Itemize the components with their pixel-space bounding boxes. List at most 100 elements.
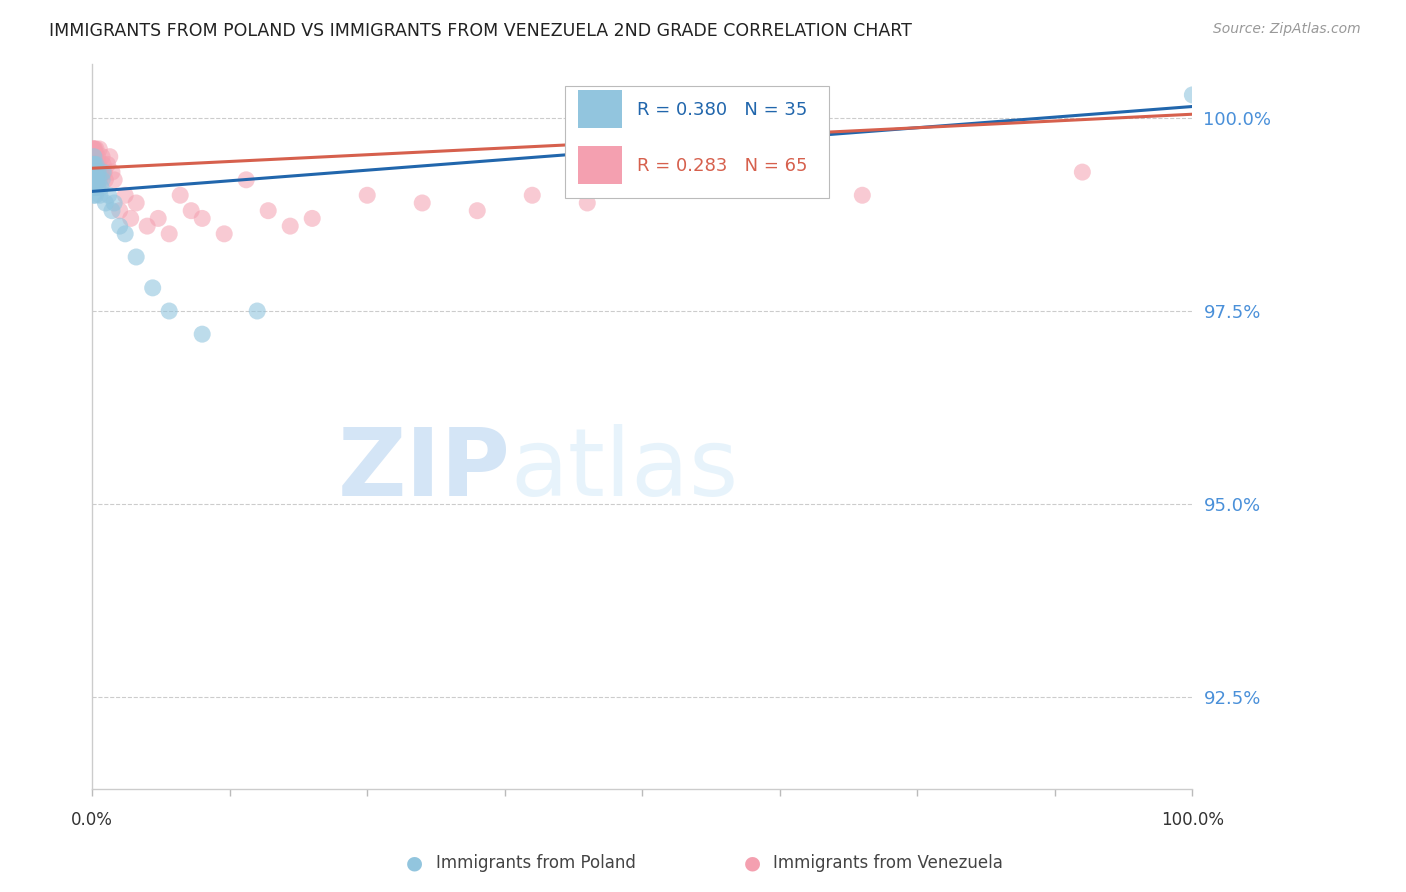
Point — [83, 173, 105, 187]
Text: ZIP: ZIP — [337, 425, 510, 516]
Point — [93, 165, 115, 179]
Point — [82, 165, 104, 179]
Point — [576, 196, 599, 211]
Text: atlas: atlas — [510, 425, 738, 516]
Point — [86, 180, 108, 194]
Point — [98, 150, 121, 164]
Point — [87, 165, 110, 179]
Point — [83, 150, 105, 164]
Point — [86, 150, 108, 164]
Point — [87, 173, 110, 187]
Point — [356, 188, 378, 202]
Point — [91, 150, 114, 164]
Point — [125, 196, 148, 211]
Point — [114, 188, 136, 202]
Point — [465, 203, 488, 218]
Point — [90, 165, 112, 179]
Point — [191, 327, 214, 342]
Text: Immigrants from Poland: Immigrants from Poland — [436, 855, 636, 872]
Point — [89, 188, 111, 202]
Point — [83, 180, 105, 194]
Point — [83, 173, 105, 187]
Point — [82, 157, 104, 171]
Point — [90, 180, 112, 194]
Point — [411, 196, 433, 211]
Text: 0.0%: 0.0% — [72, 811, 112, 829]
Text: ●: ● — [744, 854, 761, 873]
Point — [84, 157, 107, 171]
Point — [103, 173, 125, 187]
Point — [86, 173, 108, 187]
Point — [87, 157, 110, 171]
Point — [278, 219, 301, 234]
Text: Source: ZipAtlas.com: Source: ZipAtlas.com — [1213, 22, 1361, 37]
Point — [89, 173, 111, 187]
Bar — [565, 86, 830, 198]
Text: 100.0%: 100.0% — [1161, 811, 1223, 829]
Point — [83, 165, 105, 179]
Point — [86, 157, 108, 171]
Point — [120, 211, 142, 226]
Point — [91, 165, 114, 179]
Point — [157, 304, 180, 318]
Point — [82, 150, 104, 164]
Point — [82, 188, 104, 202]
Point — [84, 173, 107, 187]
Point — [82, 157, 104, 171]
Point — [101, 203, 124, 218]
Point — [86, 173, 108, 187]
Point — [97, 157, 120, 171]
Bar — [578, 146, 623, 184]
Point — [89, 142, 111, 156]
Point — [83, 157, 105, 171]
Point — [84, 165, 107, 179]
Point — [212, 227, 235, 241]
Point — [82, 142, 104, 156]
Point — [84, 150, 107, 164]
Point — [84, 142, 107, 156]
Point — [84, 165, 107, 179]
Point — [157, 227, 180, 241]
Point — [94, 173, 117, 187]
Point — [180, 203, 202, 218]
Point — [191, 211, 214, 226]
Point — [84, 188, 107, 202]
Point — [83, 142, 105, 156]
Point — [136, 219, 159, 234]
Point — [91, 173, 114, 187]
Point — [83, 150, 105, 164]
Point — [86, 165, 108, 179]
Point — [82, 150, 104, 164]
Point — [1071, 165, 1094, 179]
Point — [83, 165, 105, 179]
Point — [87, 165, 110, 179]
Point — [82, 173, 104, 187]
Point — [246, 304, 269, 318]
Text: R = 0.283   N = 65: R = 0.283 N = 65 — [637, 157, 807, 175]
Point — [83, 150, 105, 164]
Point — [169, 188, 191, 202]
Point — [108, 219, 131, 234]
Text: IMMIGRANTS FROM POLAND VS IMMIGRANTS FROM VENEZUELA 2ND GRADE CORRELATION CHART: IMMIGRANTS FROM POLAND VS IMMIGRANTS FRO… — [49, 22, 912, 40]
Point — [84, 173, 107, 187]
Point — [101, 165, 124, 179]
Text: Immigrants from Venezuela: Immigrants from Venezuela — [773, 855, 1002, 872]
Point — [82, 180, 104, 194]
Point — [83, 150, 105, 164]
Text: ●: ● — [406, 854, 423, 873]
Point — [83, 165, 105, 179]
Point — [83, 157, 105, 171]
Text: R = 0.380   N = 35: R = 0.380 N = 35 — [637, 101, 807, 119]
Point — [83, 157, 105, 171]
Point — [83, 173, 105, 187]
Point — [235, 173, 257, 187]
Point — [301, 211, 323, 226]
Point — [631, 180, 654, 194]
Point — [84, 150, 107, 164]
Point — [148, 211, 170, 226]
Point — [83, 142, 105, 156]
Point — [1181, 87, 1204, 102]
Point — [103, 196, 125, 211]
Point — [94, 196, 117, 211]
Point — [86, 165, 108, 179]
